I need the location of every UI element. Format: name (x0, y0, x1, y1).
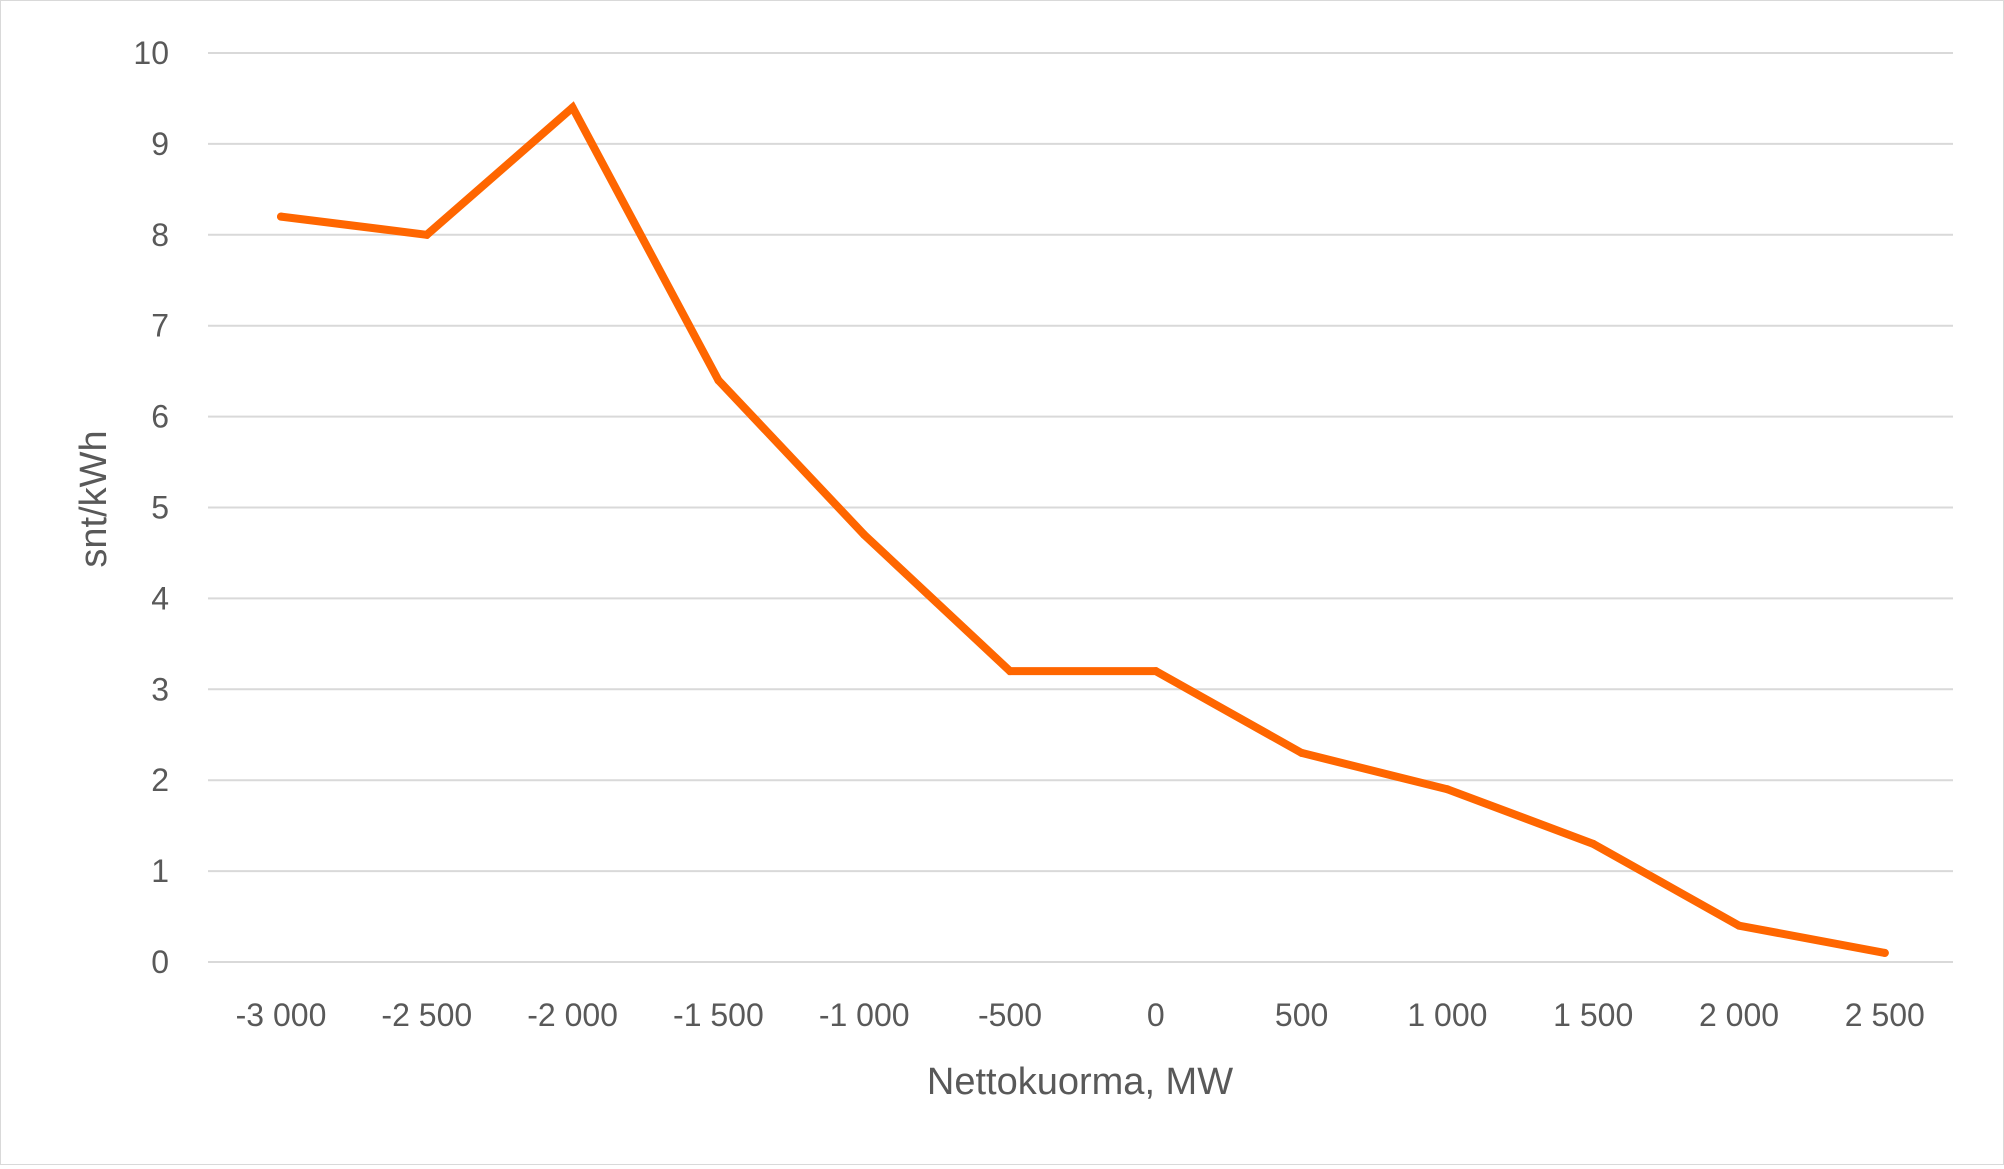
x-tick-label: -2 000 (527, 997, 618, 1033)
y-tick-label: 4 (151, 580, 169, 616)
y-tick-label: 6 (151, 399, 169, 435)
y-tick-label: 0 (151, 944, 169, 980)
y-axis-ticks: 0 1 2 3 4 5 6 7 8 9 10 (133, 35, 169, 980)
data-point (277, 212, 285, 221)
data-point (568, 103, 577, 112)
data-point (1443, 785, 1452, 794)
data-point (1589, 839, 1598, 848)
y-tick-label: 7 (151, 308, 169, 344)
x-tick-label: 1 000 (1407, 997, 1487, 1033)
y-tick-label: 1 (151, 853, 169, 889)
x-tick-label: 500 (1275, 997, 1328, 1033)
x-tick-label: 1 500 (1553, 997, 1633, 1033)
y-tick-label: 2 (151, 762, 169, 798)
data-point (422, 230, 431, 239)
x-tick-label: -3 000 (236, 997, 327, 1033)
x-axis-title: Nettokuorma, MW (927, 1061, 1233, 1103)
y-tick-label: 10 (133, 35, 169, 71)
gridlines (208, 52, 1953, 963)
data-point (714, 376, 723, 385)
series-line (277, 101, 1889, 957)
y-tick-label: 3 (151, 671, 169, 707)
x-axis-ticks: -3 000 -2 500 -2 000 -1 500 -1 000 -500 0 500 1 … (236, 997, 1925, 1033)
data-point (1297, 748, 1306, 757)
data-point (1006, 667, 1014, 676)
y-tick-label: 5 (151, 490, 169, 526)
data-point (1735, 921, 1743, 930)
data-point (860, 530, 869, 539)
x-tick-label: 0 (1147, 997, 1165, 1033)
y-tick-label: 8 (151, 217, 169, 253)
x-tick-label: -500 (978, 997, 1042, 1033)
x-tick-label: 2 500 (1845, 997, 1925, 1033)
x-tick-label: -1 000 (819, 997, 910, 1033)
data-point (1151, 667, 1160, 676)
series-layer (277, 101, 1889, 957)
y-tick-label: 9 (151, 126, 169, 162)
y-axis-title: snt/kWh (73, 430, 115, 567)
x-tick-label: -2 500 (381, 997, 472, 1033)
x-tick-label: -1 500 (673, 997, 764, 1033)
data-point (1880, 948, 1889, 957)
x-tick-label: 2 000 (1699, 997, 1779, 1033)
